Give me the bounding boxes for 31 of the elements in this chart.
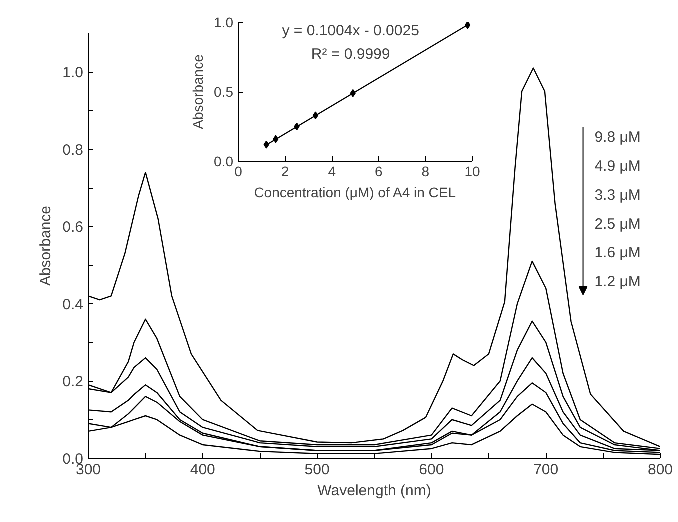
x-tick-label: 4 [328,164,336,180]
annotation: 9.8 μM [594,129,641,146]
y-tick-label: 0.8 [62,142,84,159]
x-tick-label: 400 [190,462,216,478]
x-axis-title: Wavelength (nm) [318,482,432,500]
x-tick-label: 8 [422,164,430,180]
y-tick-label: 0.6 [62,219,84,236]
annotation: 2.5 μM [594,216,641,233]
x-axis-title: Concentration (μM) of A4 in CEL [254,184,456,200]
annotation: 4.9 μM [594,158,641,176]
y-tick-label: 1.0 [62,64,84,82]
x-tick-label: 2 [281,164,290,180]
y-tick-label: 1.0 [214,14,234,30]
annotation: 1.2 μM [594,274,641,291]
y-axis-title: Absorbance [190,54,206,130]
y-tick-label: 0.2 [62,374,84,391]
y-tick-label: 0.5 [214,84,234,100]
x-tick-label: 700 [534,462,559,478]
x-tick-label: 0 [234,164,243,180]
y-tick-label: 0.0 [214,154,234,170]
annotation: y = 0.1004x - 0.0025 [282,22,420,40]
annotation: 1.6 μM [594,244,641,262]
annotation: 3.3 μM [594,186,641,204]
x-tick-label: 500 [304,462,330,478]
annotation: R² = 0.9999 [311,46,390,63]
y-axis-title: Absorbance [38,206,55,286]
y-tick-label: 0.4 [62,296,84,314]
x-tick-label: 10 [464,164,480,180]
x-tick-label: 800 [648,462,674,478]
x-tick-label: 6 [375,164,384,180]
x-tick-label: 600 [419,462,444,478]
